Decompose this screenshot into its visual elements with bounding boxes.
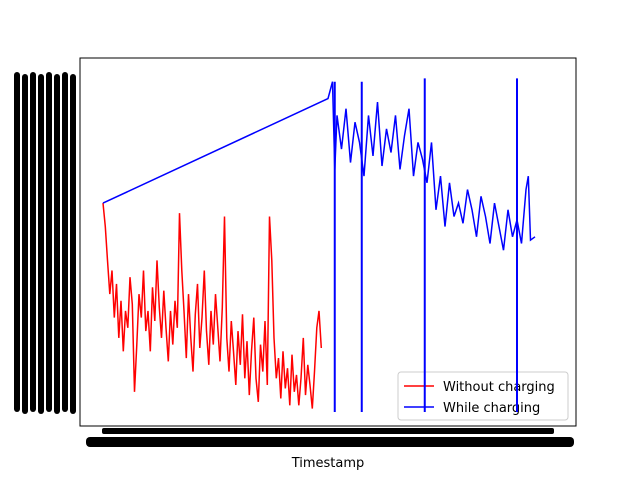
- x-tick-label: [102, 428, 554, 434]
- y-tick-label: [38, 74, 44, 414]
- x-axis-label: Timestamp: [291, 456, 365, 471]
- legend-box: [397, 371, 569, 421]
- y-tick-label: [14, 72, 20, 412]
- plot-area: [79, 57, 577, 427]
- x-tick-label: [86, 437, 574, 447]
- y-tick-labels: [14, 72, 76, 414]
- series-line-while-charging: [102, 81, 536, 251]
- y-tick-label: [62, 72, 68, 412]
- x-tick-labels: [86, 428, 574, 447]
- legend: Without charging While charging: [397, 371, 569, 421]
- y-tick-label: [54, 74, 60, 414]
- legend-label-without-charging: Without charging: [443, 380, 555, 395]
- y-tick-label: [70, 74, 76, 414]
- y-tick-label: [46, 72, 52, 412]
- series-line-without-charging: [102, 203, 323, 409]
- y-tick-label: [22, 74, 28, 414]
- y-tick-label: [30, 72, 36, 412]
- legend-label-while-charging: While charging: [443, 401, 540, 416]
